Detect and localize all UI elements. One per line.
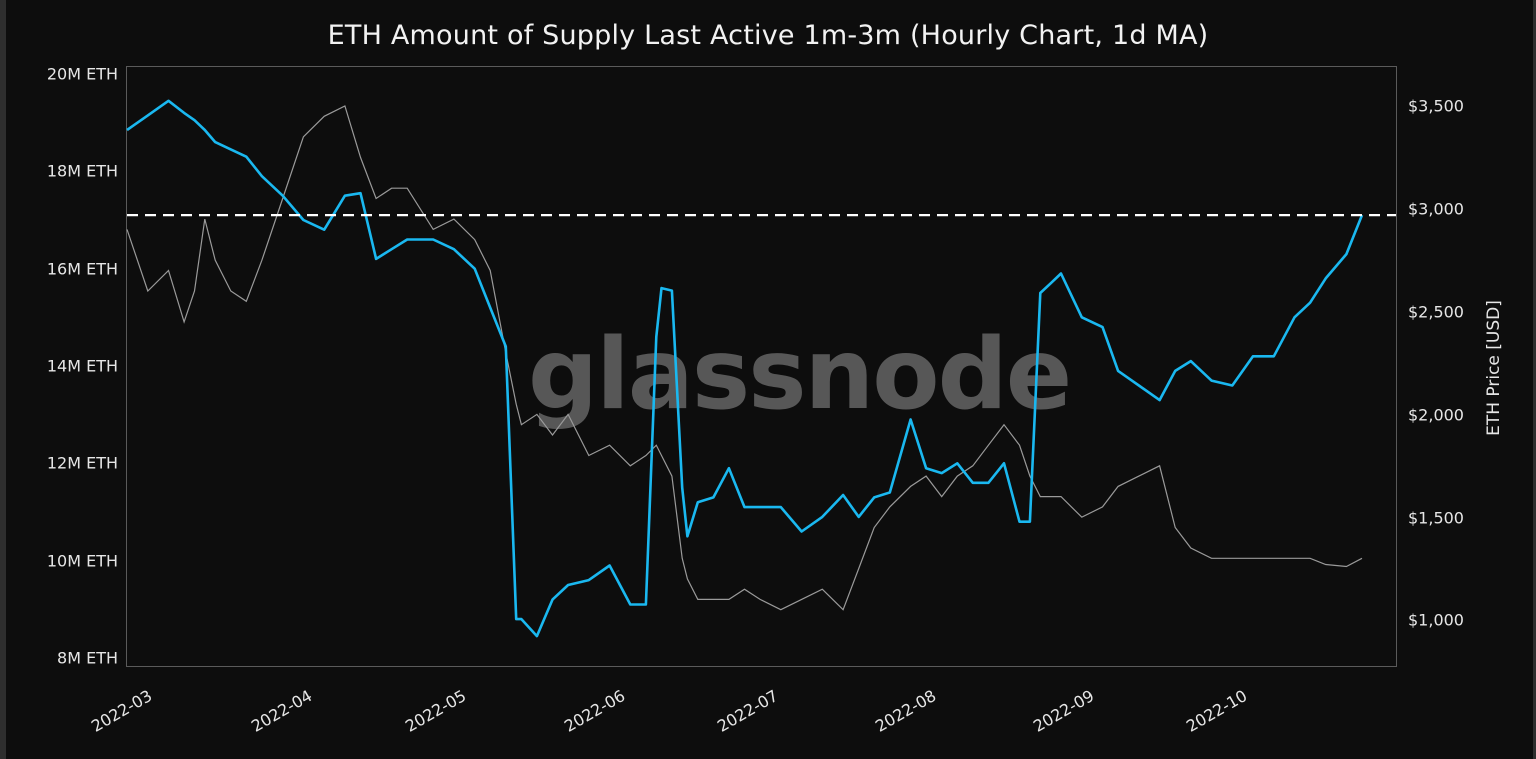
- eth-price-line: [126, 105, 1363, 611]
- y-left-tick-10m: 10M ETH: [46, 551, 118, 571]
- y-left-tick-12m: 12M ETH: [46, 453, 118, 473]
- chart-title: ETH Amount of Supply Last Active 1m-3m (…: [327, 20, 1209, 51]
- y-left-tick-16m: 16M ETH: [46, 259, 118, 279]
- y-right-tick-1000: $1,000: [1408, 610, 1464, 630]
- y-left-tick-20m: 20M ETH: [46, 64, 118, 84]
- y-right-tick-2500: $2,500: [1408, 302, 1464, 322]
- y-left-tick-8m: 8M ETH: [57, 648, 118, 668]
- y-right-tick-3000: $3,000: [1408, 199, 1464, 219]
- window-edge-right: [1533, 0, 1536, 759]
- plot-area: [126, 66, 1397, 667]
- supply-1m-3m-line: [126, 99, 1364, 638]
- y-left-tick-14m: 14M ETH: [46, 356, 118, 376]
- window-edge-left: [0, 0, 6, 759]
- y-left-tick-18m: 18M ETH: [46, 161, 118, 181]
- y-right-tick-3500: $3,500: [1408, 96, 1464, 116]
- y-right-tick-1500: $1,500: [1408, 508, 1464, 528]
- y-right-tick-2000: $2,000: [1408, 405, 1464, 425]
